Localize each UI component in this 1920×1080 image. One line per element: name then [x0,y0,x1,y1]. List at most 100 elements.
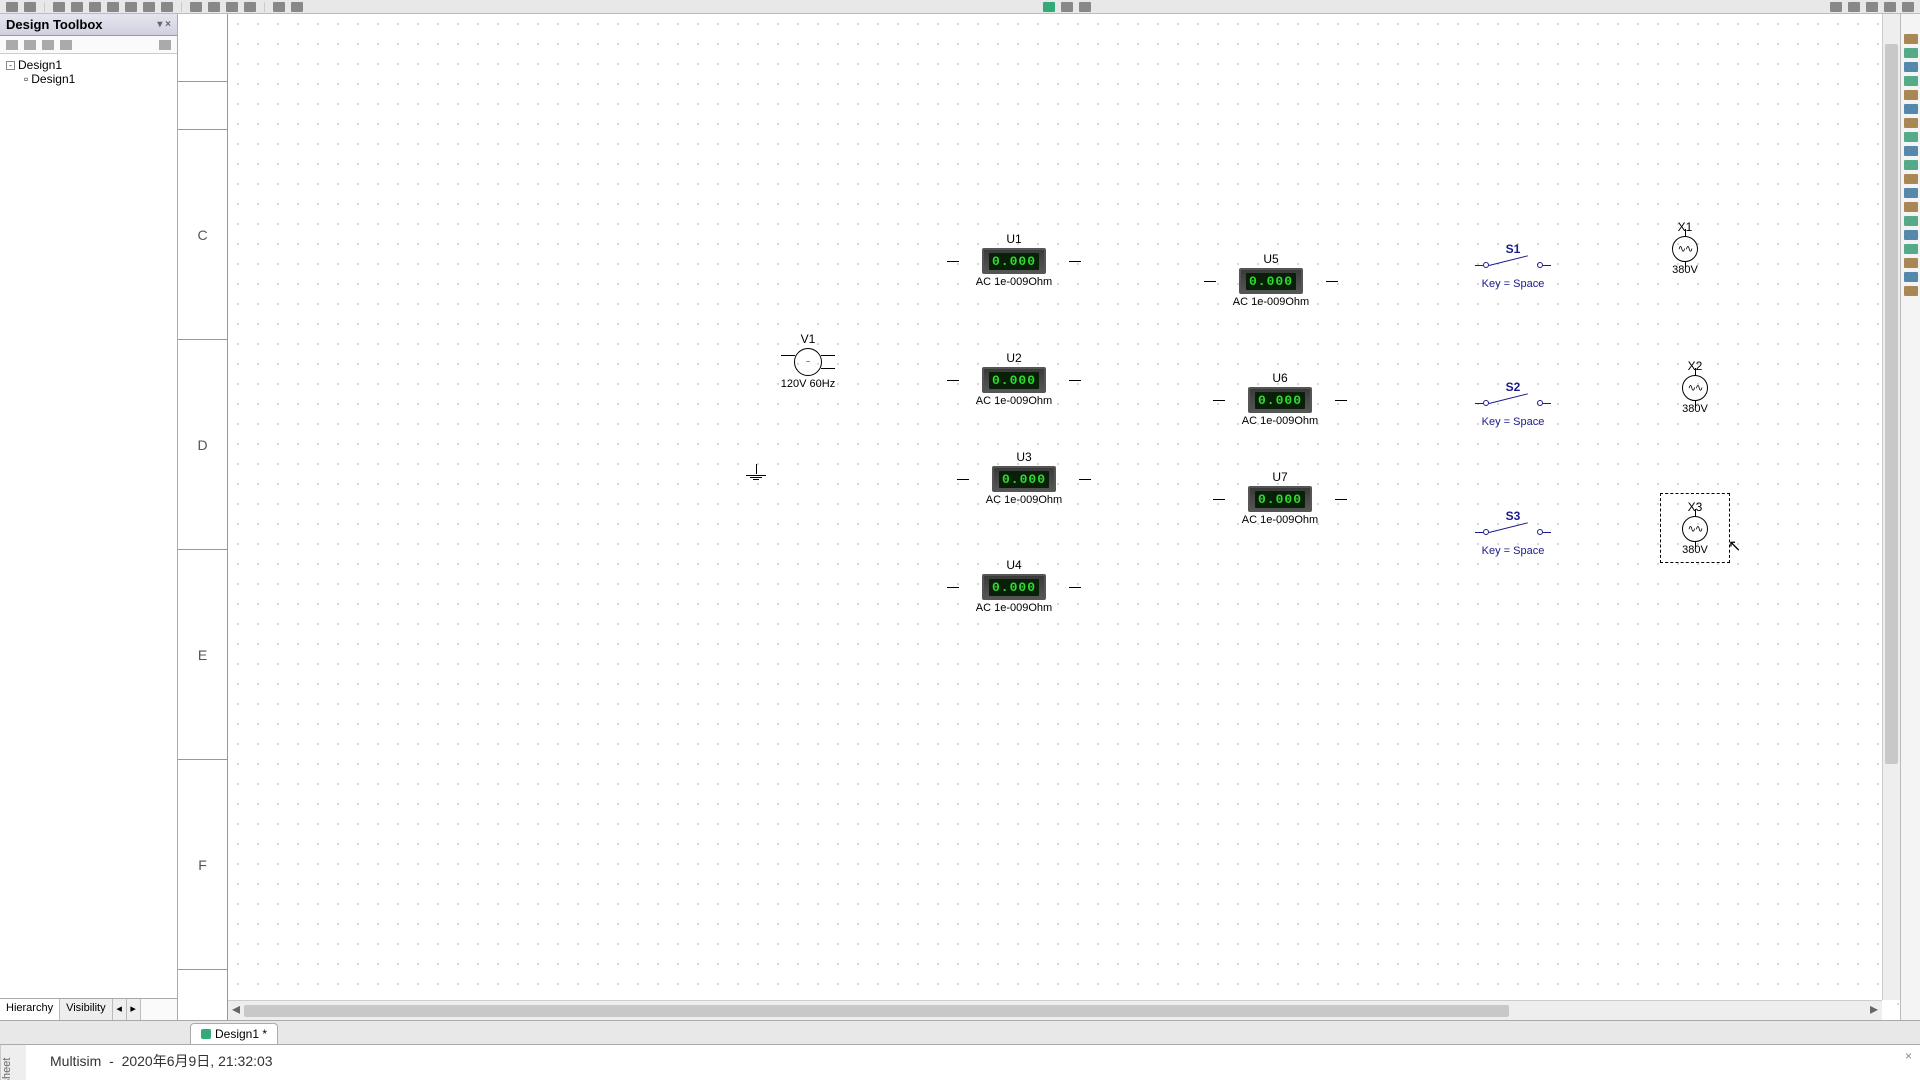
hscroll-thumb[interactable] [244,1005,1509,1017]
ammeter[interactable]: U4 0.000 AC 1e-009Ohm [959,558,1069,614]
instrument-icon[interactable] [1904,118,1918,128]
tool-icon[interactable] [89,2,101,12]
instrument-icon[interactable] [1904,146,1918,156]
expand-icon[interactable]: - [6,61,15,70]
ammeter[interactable]: U3 0.000 AC 1e-009Ohm [969,450,1079,506]
tool-icon[interactable] [125,2,137,12]
tool-icon[interactable] [226,2,238,12]
tool-icon[interactable] [190,2,202,12]
tool-icon[interactable] [71,2,83,12]
tab-visibility[interactable]: Visibility [60,999,113,1020]
ammeter[interactable]: U5 0.000 AC 1e-009Ohm [1216,252,1326,308]
meter-ref: U5 [1216,252,1326,266]
toolbox-titlebar[interactable]: Design Toolbox ▾ × [0,14,177,36]
zoom-in-icon[interactable] [1830,2,1842,12]
hscroll-right[interactable]: ▸ [1866,1003,1882,1019]
instrument-icon[interactable] [1904,132,1918,142]
instrument-icon[interactable] [1904,160,1918,170]
status-close-icon[interactable]: × [1905,1049,1912,1063]
lamp[interactable]: X2 ∿∿ 380V [1665,359,1725,415]
open-icon[interactable] [24,40,36,50]
tree-child[interactable]: ▫ Design1 [24,72,171,86]
source-ref: V1 [768,332,848,346]
sim-stop-icon[interactable] [1079,2,1091,12]
instrument-icon[interactable] [1904,286,1918,296]
lamp[interactable]: X3 ∿∿ 380V [1665,498,1725,558]
tree-child-label: Design1 [31,72,75,86]
meter-sub: AC 1e-009Ohm [1225,514,1335,526]
schematic-canvas[interactable]: ◂ ▸ V1 ~ 120V 60Hz U1 0.000 AC 1e-009Ohm… [228,14,1900,1020]
instrument-icon[interactable] [1904,202,1918,212]
status-text: Multisim - 2020年6月9日, 21:32:03 [0,1045,1920,1077]
zoom-area-icon[interactable] [1884,2,1896,12]
meter-sub: AC 1e-009Ohm [1225,415,1335,427]
tab-scroll-right[interactable]: ▸ [127,999,141,1020]
instrument-icon[interactable] [1904,62,1918,72]
row-ruler: CDEF [178,14,228,1020]
zoom-fit-icon[interactable] [1866,2,1878,12]
tool-icon[interactable] [53,2,65,12]
instrument-icon[interactable] [1904,48,1918,58]
sim-pause-icon[interactable] [1061,2,1073,12]
lamp[interactable]: X1 ∿∿ 380V [1655,220,1715,276]
meter-ref: U4 [959,558,1069,572]
instrument-icon[interactable] [1904,272,1918,282]
meter-sub: AC 1e-009Ohm [969,494,1079,506]
vertical-scrollbar[interactable] [1882,14,1900,1000]
new-icon[interactable] [6,40,18,50]
instrument-icon[interactable] [1904,76,1918,86]
meter-display: 0.000 [982,574,1046,600]
design-toolbox-pane: Design Toolbox ▾ × - Design1 ▫ Design1 H… [0,14,178,1020]
ammeter[interactable]: U7 0.000 AC 1e-009Ohm [1225,470,1335,526]
refresh-icon[interactable] [60,40,72,50]
instrument-icon[interactable] [1904,104,1918,114]
ac-source[interactable]: V1 ~ 120V 60Hz [768,332,848,390]
tree-root[interactable]: - Design1 [6,58,171,72]
sim-run-icon[interactable] [1043,2,1055,12]
ammeter[interactable]: U6 0.000 AC 1e-009Ohm [1225,371,1335,427]
ground[interactable] [746,464,766,480]
tool-icon[interactable] [244,2,256,12]
hscroll-left[interactable]: ◂ [228,1003,244,1019]
fullscreen-icon[interactable] [1902,2,1914,12]
horizontal-scrollbar[interactable]: ◂ ▸ [228,1000,1882,1020]
ammeter[interactable]: U2 0.000 AC 1e-009Ohm [959,351,1069,407]
toolbox-menu-icon[interactable]: ▾ × [157,19,171,30]
tab-hierarchy[interactable]: Hierarchy [0,999,60,1020]
lamp-symbol: ∿∿ [1682,516,1708,542]
tool-icon[interactable] [161,2,173,12]
tree-root-label: Design1 [18,58,62,72]
options-icon[interactable] [159,40,171,50]
instrument-icon[interactable] [1904,188,1918,198]
instrument-icon[interactable] [1904,244,1918,254]
instrument-icon[interactable] [1904,90,1918,100]
tool-icon[interactable] [24,2,36,12]
ammeter[interactable]: U1 0.000 AC 1e-009Ohm [959,232,1069,288]
instrument-icon[interactable] [1904,34,1918,44]
doc-tab[interactable]: Design1 * [190,1023,278,1044]
tool-icon[interactable] [143,2,155,12]
switch[interactable]: S3 Key = Space [1463,509,1563,557]
tab-scroll-left[interactable]: ◂ [113,999,127,1020]
zoom-out-icon[interactable] [1848,2,1860,12]
switch[interactable]: S2 Key = Space [1463,380,1563,428]
save-icon[interactable] [42,40,54,50]
schematic-icon: ▫ [24,72,28,86]
vscroll-thumb[interactable] [1885,44,1898,764]
design-tree[interactable]: - Design1 ▫ Design1 [0,54,177,998]
switch-ref: S2 [1463,380,1563,394]
instrument-icon[interactable] [1904,216,1918,226]
tool-icon[interactable] [291,2,303,12]
spreadsheet-tab[interactable]: Spreadsheet [0,1045,26,1080]
switch[interactable]: S1 Key = Space [1463,242,1563,290]
tool-icon[interactable] [208,2,220,12]
toolbox-mini-toolbar [0,36,177,54]
instrument-icon[interactable] [1904,174,1918,184]
tool-icon[interactable] [6,2,18,12]
tool-icon[interactable] [107,2,119,12]
meter-sub: AC 1e-009Ohm [959,602,1069,614]
meter-sub: AC 1e-009Ohm [1216,296,1326,308]
instrument-icon[interactable] [1904,230,1918,240]
tool-icon[interactable] [273,2,285,12]
instrument-icon[interactable] [1904,258,1918,268]
